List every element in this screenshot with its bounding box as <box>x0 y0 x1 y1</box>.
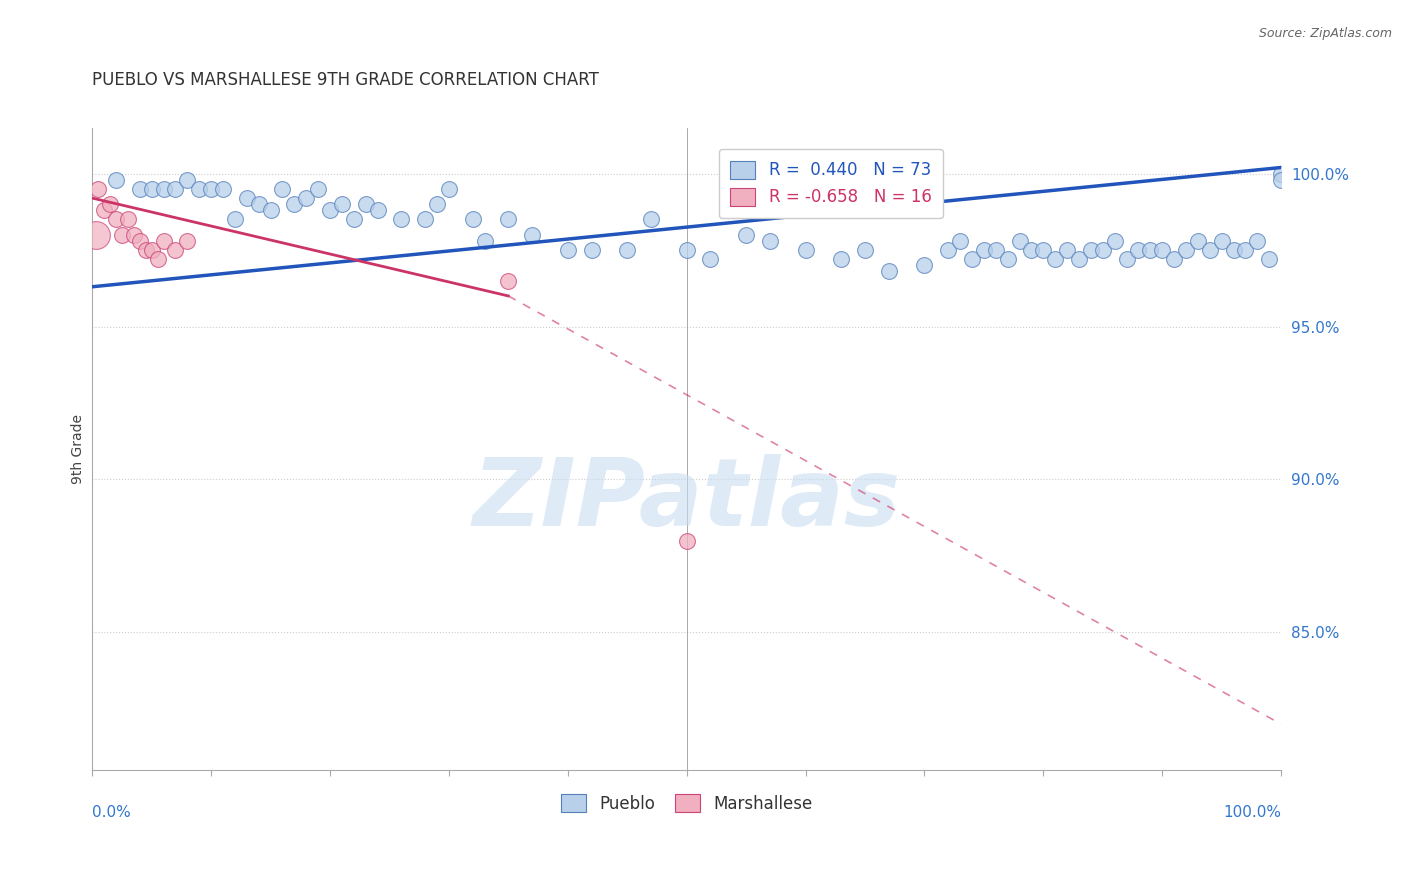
Point <box>283 197 305 211</box>
Point <box>1139 243 1161 257</box>
Point <box>259 203 281 218</box>
Point <box>1152 243 1174 257</box>
Point <box>319 203 342 218</box>
Point <box>557 243 579 257</box>
Point <box>354 197 377 211</box>
Point <box>461 212 484 227</box>
Point <box>1021 243 1043 257</box>
Point <box>1091 243 1114 257</box>
Point <box>877 264 900 278</box>
Text: ZIPatlas: ZIPatlas <box>472 454 901 546</box>
Point <box>1222 243 1244 257</box>
Text: 100.0%: 100.0% <box>1223 805 1281 821</box>
Point <box>141 243 163 257</box>
Point <box>367 203 389 218</box>
Point <box>1187 234 1209 248</box>
Point <box>104 172 127 186</box>
Point <box>1211 234 1233 248</box>
Point <box>437 182 460 196</box>
Point <box>1115 252 1137 267</box>
Point <box>413 212 436 227</box>
Point <box>93 203 115 218</box>
Point <box>1175 243 1198 257</box>
Point <box>200 182 222 196</box>
Point <box>146 252 169 267</box>
Point <box>984 243 1007 257</box>
Point <box>111 227 134 242</box>
Point <box>98 197 121 211</box>
Point <box>997 252 1019 267</box>
Point <box>165 243 187 257</box>
Point <box>1045 252 1067 267</box>
Y-axis label: 9th Grade: 9th Grade <box>72 414 86 483</box>
Point <box>759 234 782 248</box>
Point <box>735 227 758 242</box>
Point <box>498 212 520 227</box>
Point <box>1198 243 1220 257</box>
Point <box>87 182 110 196</box>
Point <box>1234 243 1257 257</box>
Point <box>1032 243 1054 257</box>
Text: Source: ZipAtlas.com: Source: ZipAtlas.com <box>1258 27 1392 40</box>
Point <box>1056 243 1078 257</box>
Point <box>1008 234 1031 248</box>
Point <box>104 212 127 227</box>
Point <box>247 197 270 211</box>
Point <box>1128 243 1150 257</box>
Point <box>176 172 198 186</box>
Point <box>675 533 697 548</box>
Point <box>1067 252 1090 267</box>
Text: PUEBLO VS MARSHALLESE 9TH GRADE CORRELATION CHART: PUEBLO VS MARSHALLESE 9TH GRADE CORRELAT… <box>93 71 599 89</box>
Point <box>128 182 150 196</box>
Point <box>84 227 107 242</box>
Text: 0.0%: 0.0% <box>93 805 131 821</box>
Point <box>343 212 366 227</box>
Point <box>389 212 412 227</box>
Point <box>1080 243 1102 257</box>
Point <box>936 243 959 257</box>
Point <box>330 197 353 211</box>
Point <box>165 182 187 196</box>
Point <box>1104 234 1126 248</box>
Point <box>1258 252 1281 267</box>
Point <box>128 234 150 248</box>
Point <box>853 243 876 257</box>
Point <box>176 234 198 248</box>
Point <box>122 227 145 242</box>
Point <box>141 182 163 196</box>
Point <box>1163 252 1185 267</box>
Point <box>307 182 329 196</box>
Point <box>152 182 174 196</box>
Point <box>235 191 257 205</box>
Point <box>794 243 817 257</box>
Point <box>1270 167 1292 181</box>
Legend: Pueblo, Marshallese: Pueblo, Marshallese <box>554 788 820 820</box>
Point <box>1270 172 1292 186</box>
Point <box>224 212 246 227</box>
Point <box>152 234 174 248</box>
Point <box>212 182 235 196</box>
Point <box>474 234 496 248</box>
Point <box>117 212 139 227</box>
Point <box>949 234 972 248</box>
Point <box>520 227 543 242</box>
Point <box>912 258 935 272</box>
Point <box>135 243 157 257</box>
Point <box>699 252 721 267</box>
Point <box>830 252 852 267</box>
Point <box>640 212 662 227</box>
Point <box>960 252 983 267</box>
Point <box>188 182 211 196</box>
Point <box>426 197 449 211</box>
Point <box>616 243 638 257</box>
Point <box>271 182 294 196</box>
Point <box>498 274 520 288</box>
Point <box>675 243 697 257</box>
Point <box>1246 234 1268 248</box>
Point <box>295 191 318 205</box>
Point <box>973 243 995 257</box>
Point <box>581 243 603 257</box>
